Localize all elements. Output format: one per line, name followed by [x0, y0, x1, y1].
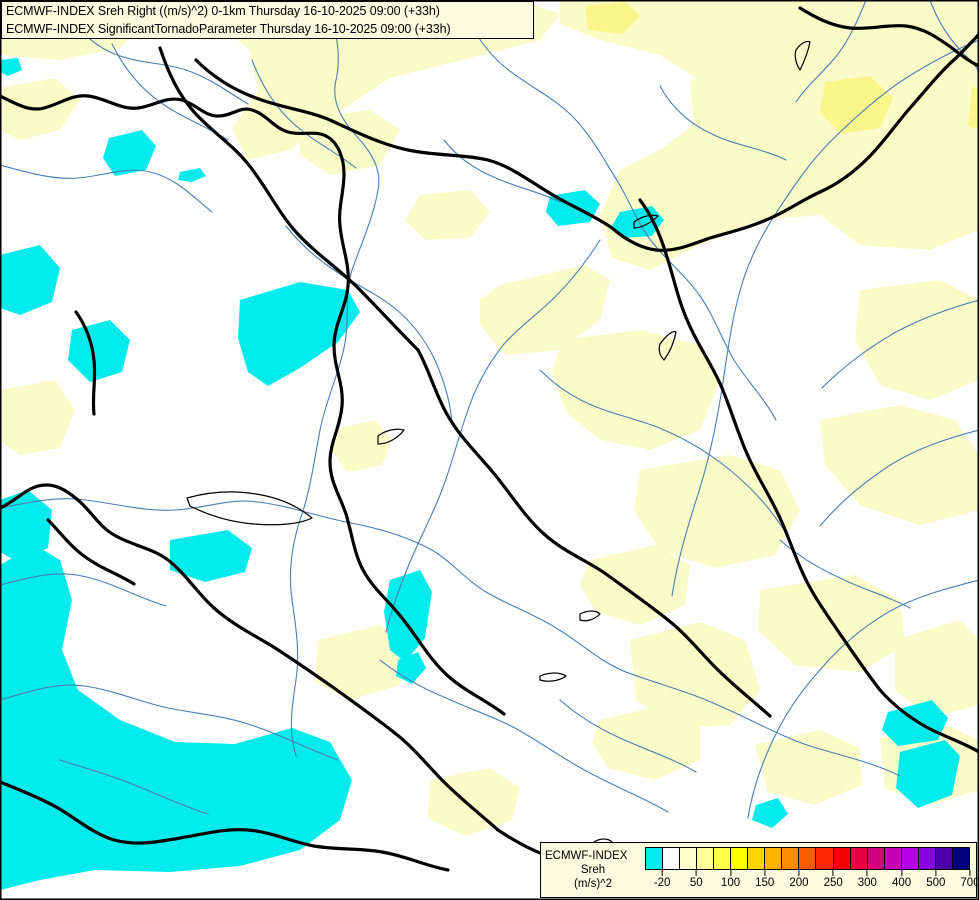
colorbar-tick-labels: -20 50 100 150 200 250 300 400 500 700 — [645, 870, 979, 894]
colorbar-swatch-15 — [901, 848, 919, 869]
colorbar-swatch-12 — [850, 848, 868, 869]
tick-mark — [866, 870, 868, 876]
legend-label-group: ECMWF-INDEX Sreh (m/s)^2 — [541, 843, 645, 897]
colorbar-tick-300: 300 — [858, 870, 877, 890]
colorbar-swatch-9 — [799, 848, 817, 869]
legend-units: (m/s)^2 — [574, 878, 612, 890]
legend-box: ECMWF-INDEX Sreh (m/s)^2 -20 50 100 150 200 2… — [540, 842, 979, 898]
tick-label: 700 — [960, 877, 979, 889]
colorbar-swatch-5 — [731, 848, 749, 869]
colorbar-tick-250: 250 — [824, 870, 843, 890]
tick-label: 50 — [689, 877, 703, 889]
tick-label: -20 — [653, 877, 671, 889]
tick-label: 150 — [755, 877, 775, 889]
legend-model-name: ECMWF-INDEX — [545, 850, 628, 862]
tick-mark — [832, 870, 834, 876]
colorbar-swatch-0 — [646, 848, 664, 869]
lake-outlines — [186, 40, 811, 846]
tick-mark — [798, 870, 800, 876]
colorbar-swatch-6 — [748, 848, 766, 869]
colorbar-swatch-17 — [935, 848, 953, 869]
colorbar-swatch-3 — [697, 848, 715, 869]
colorbar-swatch-18 — [952, 848, 969, 869]
colorbar-tick--20: -20 — [653, 870, 671, 890]
colorbar-swatch-7 — [765, 848, 783, 869]
legend-colorbar-group: -20 50 100 150 200 250 300 400 500 700 — [645, 843, 979, 897]
tick-mark — [969, 870, 971, 876]
colorbar-swatch-10 — [816, 848, 834, 869]
colorbar-tick-150: 150 — [755, 870, 774, 890]
tick-mark — [901, 870, 903, 876]
colorbar-swatch-16 — [918, 848, 936, 869]
colorbar-tick-500: 500 — [926, 870, 945, 890]
contour-fill-below-minus20 — [0, 58, 960, 890]
colorbar-swatch-2 — [680, 848, 698, 869]
tick-mark — [730, 870, 732, 876]
country-borders — [0, 6, 979, 872]
colorbar-tick-50: 50 — [690, 870, 703, 890]
colorbar-tick-700: 700 — [960, 870, 979, 890]
colorbar-tick-100: 100 — [721, 870, 740, 890]
tick-mark — [935, 870, 937, 876]
tick-label: 200 — [789, 877, 809, 889]
map-title-box: ECMWF-INDEX Sreh Right ((m/s)^2) 0-1km T… — [1, 1, 534, 39]
colorbar-swatch-11 — [833, 848, 851, 869]
colorbar-swatches — [645, 847, 970, 870]
contour-fill-100-150 — [585, 2, 979, 134]
colorbar-swatch-13 — [867, 848, 885, 869]
legend-parameter-name: Sreh — [580, 864, 606, 876]
river-network — [0, 0, 979, 819]
title-line-sreh: ECMWF-INDEX Sreh Right ((m/s)^2) 0-1km T… — [6, 4, 440, 18]
tick-mark — [764, 870, 766, 876]
tick-label: 400 — [891, 877, 912, 889]
tick-label: 500 — [926, 877, 946, 889]
title-line-stp: ECMWF-INDEX SignificantTornadoParameter … — [6, 22, 451, 36]
colorbar-swatch-1 — [663, 848, 681, 869]
colorbar-swatch-4 — [714, 848, 732, 869]
colorbar-swatch-14 — [884, 848, 902, 869]
colorbar-swatch-8 — [782, 848, 800, 869]
tick-label: 100 — [720, 877, 741, 889]
colorbar-tick-400: 400 — [892, 870, 911, 890]
tick-label: 250 — [823, 877, 843, 889]
tick-label: 300 — [857, 877, 877, 889]
colorbar-tick-200: 200 — [789, 870, 809, 890]
tick-mark — [695, 870, 697, 876]
tick-mark — [661, 870, 663, 876]
